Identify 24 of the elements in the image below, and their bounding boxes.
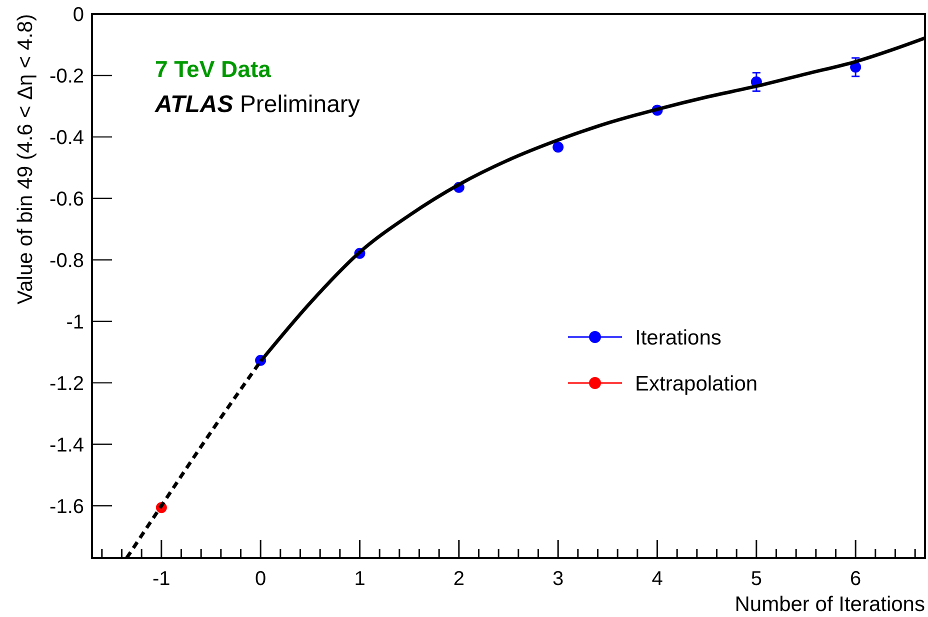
y-tick-label: -1.2 (50, 372, 84, 395)
x-tick-label: 4 (652, 568, 663, 590)
y-tick-label: -0.6 (50, 188, 84, 210)
legend-label: Iterations (635, 326, 722, 350)
x-tick-label: 3 (552, 568, 564, 590)
x-axis-title: Number of Iterations (734, 593, 925, 616)
legend-label: Extrapolation (635, 372, 758, 396)
y-tick-label: -1 (66, 311, 84, 334)
y-tick-label: 0 (72, 4, 84, 26)
x-tick-label: 0 (255, 568, 266, 590)
x-tick-label: 1 (354, 568, 366, 590)
y-tick-label: -1.4 (50, 434, 84, 456)
x-tick-label: -1 (152, 568, 170, 590)
y-tick-label: -1.6 (50, 496, 84, 518)
x-tick-label: 5 (750, 568, 762, 590)
annotation: ATLAS Preliminary (154, 91, 360, 118)
y-tick-label: -0.2 (50, 65, 84, 88)
annotation: 7 TeV Data (155, 56, 272, 82)
y-tick-label: -0.8 (50, 250, 84, 272)
y-axis-title: Value of bin 49 (4.6 < Δη < 4.8) (14, 14, 37, 304)
point (552, 142, 564, 153)
y-tick-label: -0.4 (50, 126, 84, 149)
x-tick-label: 6 (850, 568, 862, 590)
x-tick-label: 2 (453, 568, 464, 590)
